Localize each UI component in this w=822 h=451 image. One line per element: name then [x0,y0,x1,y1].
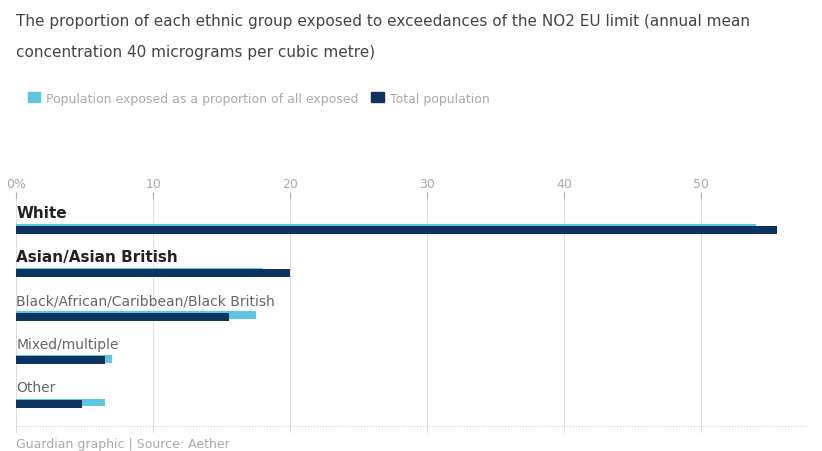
Text: concentration 40 micrograms per cubic metre): concentration 40 micrograms per cubic me… [16,45,376,60]
Text: Guardian graphic | Source: Aether: Guardian graphic | Source: Aether [16,437,230,451]
Bar [16,268,263,276]
Text: Mixed/multiple: Mixed/multiple [16,337,119,351]
Text: Other: Other [16,380,56,394]
Bar [16,226,777,234]
Text: Asian/Asian British: Asian/Asian British [16,249,178,264]
Bar [16,400,82,408]
Text: The proportion of each ethnic group exposed to exceedances of the NO2 EU limit (: The proportion of each ethnic group expo… [16,14,750,28]
Bar [16,270,290,277]
Bar [16,357,105,364]
Bar [16,225,756,233]
Bar [16,355,113,363]
Bar [16,399,105,406]
Bar [16,312,256,320]
Text: White: White [16,206,67,221]
Text: Black/African/Caribbean/Black British: Black/African/Caribbean/Black British [16,294,275,308]
Legend: Population exposed as a proportion of all exposed, Total population: Population exposed as a proportion of al… [23,87,495,110]
Bar [16,313,229,321]
